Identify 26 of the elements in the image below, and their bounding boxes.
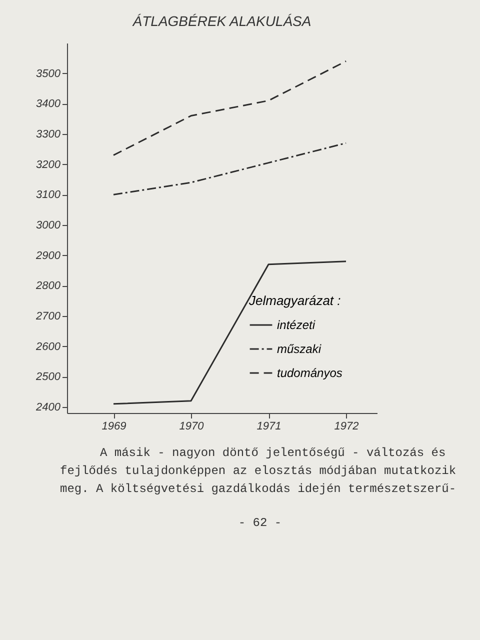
y-tick-label: 2900 [35, 250, 62, 262]
y-tick-label: 3100 [36, 189, 62, 202]
line-series [112, 60, 347, 156]
y-tick-label: 2500 [35, 371, 62, 384]
x-tick-label: 1970 [179, 420, 205, 432]
y-tick-label: 2400 [35, 401, 62, 414]
y-tick-label: 3500 [36, 68, 62, 80]
y-tick-label: 3400 [36, 98, 62, 110]
y-tick-label: 3200 [36, 158, 62, 171]
chart-title: ÁTLAGBÉREK ALAKULÁSA [132, 13, 312, 29]
text: - 62 - [237, 515, 283, 532]
x-tick-label: 1972 [334, 420, 359, 432]
legend-label: tudományos [277, 366, 342, 380]
y-tick-label: 2600 [35, 340, 62, 353]
x-tick-label: 1971 [256, 420, 282, 432]
y-tick-label: 2800 [35, 280, 62, 292]
legend-label: intézeti [277, 318, 316, 332]
legend-title: Jelmagyarázat : [248, 293, 342, 308]
line-series [112, 260, 347, 405]
y-tick-label: 3000 [36, 219, 62, 232]
text: A másik - nagyon döntő jelentőségű - változás és fejlődés tulajdonképpen az elosztás módjában mutatkozik meg. A költségvetési gazdálkodás idején természetszerű- [60, 445, 458, 498]
x-tick-label: 1969 [102, 420, 126, 432]
y-tick-label: 3300 [36, 128, 62, 140]
line-series [112, 142, 347, 196]
legend-label: műszaki [277, 342, 322, 356]
y-tick-label: 2700 [35, 310, 62, 322]
